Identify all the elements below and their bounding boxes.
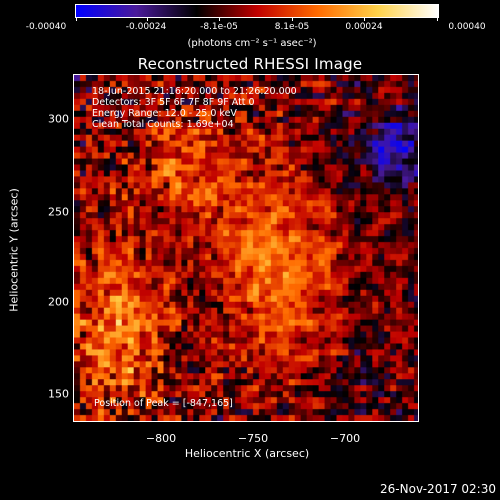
colorbar-tickmark (292, 18, 293, 21)
colorbar-tick-label: 0.00040 (448, 22, 486, 32)
colorbar-tick-label: 8.1e-05 (274, 22, 310, 32)
render-timestamp: 26-Nov-2017 02:30 (380, 482, 496, 496)
colorbar-tick-label: -0.00040 (25, 22, 67, 32)
x-tick-label: −750 (237, 432, 269, 445)
y-axis-label: Heliocentric Y (arcsec) (7, 188, 21, 312)
plot-area: 18-Jun-2015 21:16:20.000 to 21:26:20.000… (73, 74, 419, 422)
y-tick-label: 250 (48, 205, 69, 219)
y-tick-label: 200 (48, 295, 69, 309)
annotation-peak-position: Position of Peak = [-847,165] (94, 398, 233, 409)
x-tick-label: −800 (145, 432, 177, 445)
x-tick-label: −700 (329, 432, 361, 445)
annotation-clean-counts: Clean Total Counts: 1.69e+04 (92, 119, 234, 130)
colorbar-tickmark (364, 18, 365, 21)
y-tick-label: 300 (48, 112, 69, 126)
rhessi-image-heatmap (73, 74, 419, 422)
colorbar-tick-label: 0.00024 (345, 22, 383, 32)
colorbar-tickmark (147, 18, 148, 21)
colorbar (75, 4, 439, 18)
colorbar-tickmark (76, 18, 77, 21)
colorbar-tickmark (437, 18, 438, 21)
colorbar-tick-label: -8.1e-05 (200, 22, 238, 32)
x-axis-label: Heliocentric X (arcsec) (184, 447, 310, 460)
colorbar-units: (photons cm⁻² s⁻¹ asec⁻²) (187, 38, 317, 49)
colorbar-tickmark (219, 18, 220, 21)
annotation-time-range: 18-Jun-2015 21:16:20.000 to 21:26:20.000 (92, 86, 297, 97)
colorbar-tick-label: -0.00024 (125, 22, 167, 32)
annotation-detectors: Detectors: 3F 5F 6F 7F 8F 9F Att 0 (92, 97, 255, 108)
annotation-energy-range: Energy Range: 12.0 - 25.0 keV (92, 108, 237, 119)
y-tick-label: 150 (48, 387, 69, 401)
plot-title: Reconstructed RHESSI Image (137, 55, 363, 73)
